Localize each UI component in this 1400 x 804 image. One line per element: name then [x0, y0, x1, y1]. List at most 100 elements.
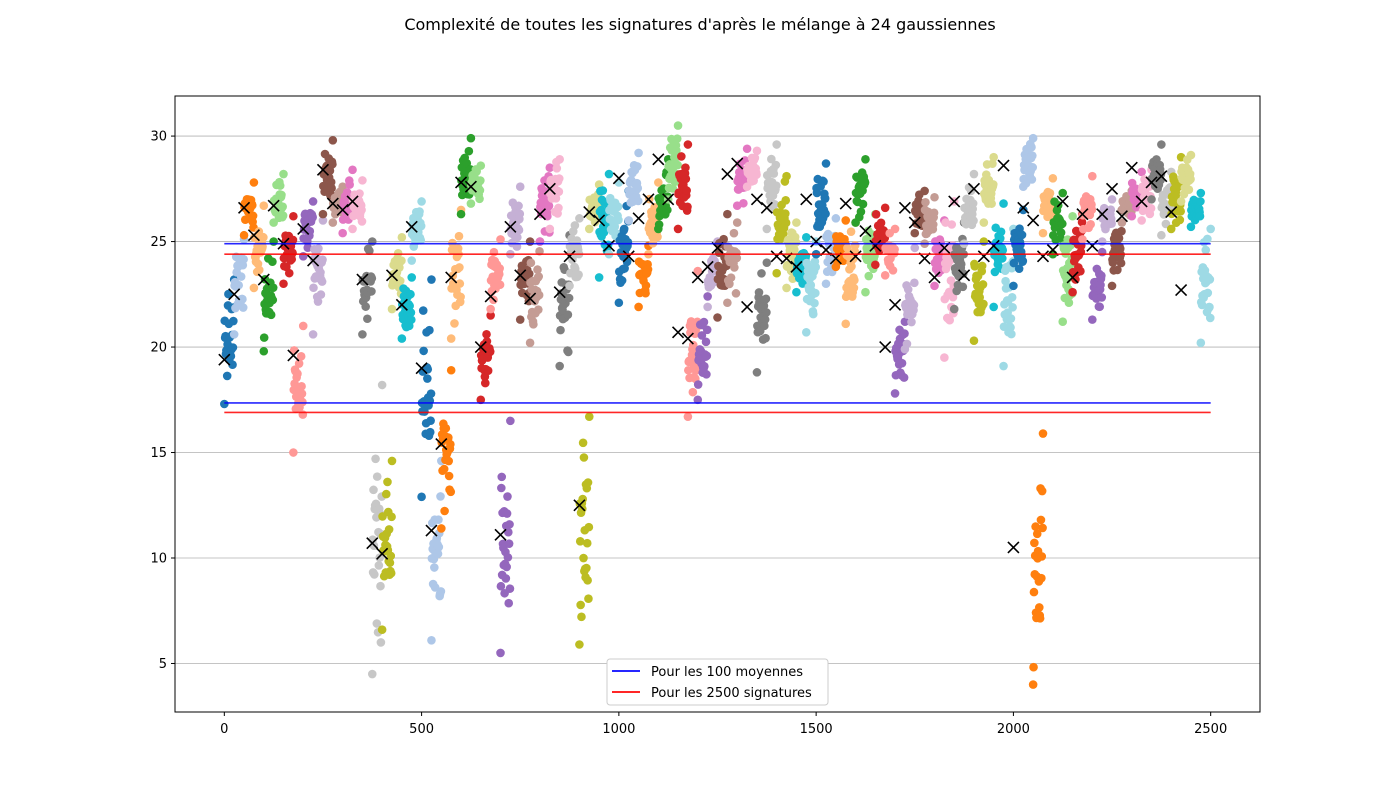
scatter-point — [821, 279, 831, 289]
scatter-point — [940, 353, 949, 362]
scatter-point — [1108, 258, 1118, 267]
scatter-point — [681, 174, 691, 184]
mean-marker — [1017, 201, 1030, 214]
scatter-point — [515, 209, 525, 219]
scatter-point — [731, 289, 741, 298]
mean-marker — [810, 235, 823, 248]
scatter-point — [1058, 188, 1068, 198]
scatter-point — [880, 271, 890, 280]
scatter-point — [702, 370, 711, 379]
scatter-point — [1058, 317, 1068, 327]
scatter-point — [1068, 287, 1077, 297]
scatter-point — [555, 154, 564, 164]
scatter-point — [564, 293, 574, 303]
mean-marker — [326, 197, 339, 210]
scatter-point — [1186, 222, 1196, 232]
mean-marker — [228, 288, 241, 301]
scatter-point — [466, 133, 476, 143]
y-tick-label: 10 — [150, 552, 167, 567]
scatter-point — [910, 278, 919, 288]
scatter-point — [688, 340, 698, 350]
scatter-point — [284, 268, 294, 278]
scatter-point — [1186, 174, 1195, 184]
scatter-point — [1037, 486, 1047, 496]
mean-marker — [543, 182, 556, 195]
scatter-point — [277, 190, 286, 200]
scatter-point — [328, 218, 338, 227]
scatter-point — [1001, 276, 1010, 286]
scatter-point — [503, 492, 512, 501]
scatter-point — [266, 310, 276, 320]
scatter-point — [575, 640, 584, 649]
mean-marker — [1165, 205, 1178, 219]
scatter-point — [247, 201, 257, 210]
scatter-point — [723, 209, 732, 219]
scatter-point — [544, 201, 554, 211]
scatter-point — [385, 558, 395, 568]
scatter-point — [633, 196, 643, 206]
mean-marker — [366, 537, 379, 550]
scatter-point — [436, 492, 445, 501]
scatter-point — [504, 539, 514, 548]
scatter-point — [348, 165, 357, 175]
scatter-point — [502, 509, 512, 518]
scatter-point — [1017, 230, 1027, 240]
scatter-point — [1201, 245, 1211, 255]
scatter-point — [1146, 204, 1156, 213]
mean-marker — [395, 298, 408, 311]
mean-marker — [494, 528, 507, 541]
scatter-point — [688, 387, 698, 397]
mean-marker — [987, 239, 1000, 252]
scatter-point — [248, 211, 258, 221]
mean-marker — [1066, 271, 1079, 284]
scatter-point — [1028, 133, 1038, 143]
scatter-point — [423, 374, 432, 383]
scatter-point — [897, 358, 907, 368]
scatter-point — [702, 351, 712, 361]
scatter-point — [575, 214, 584, 223]
scatter-point — [555, 361, 564, 371]
scatter-point — [1009, 281, 1018, 291]
scatter-point — [947, 220, 957, 229]
scatter-point — [1006, 323, 1015, 332]
scatter-point — [249, 283, 259, 293]
scatter-point — [427, 635, 436, 645]
scatter-point — [949, 304, 959, 314]
scatter-point — [653, 232, 662, 242]
scatter-point — [406, 289, 415, 299]
scatter-point — [719, 234, 728, 244]
scatter-point — [921, 197, 930, 207]
scatter-point — [856, 207, 866, 216]
scatter-point — [858, 199, 868, 209]
scatter-point — [654, 220, 664, 229]
scatter-point — [501, 574, 511, 583]
scatter-point — [801, 233, 811, 242]
mean-marker — [908, 216, 921, 229]
scatter-point — [554, 187, 564, 196]
scatter-point — [303, 243, 313, 253]
scatter-point — [614, 298, 624, 308]
scatter-point — [1056, 228, 1066, 237]
scatter-point — [930, 281, 939, 291]
scatter-point — [761, 333, 770, 343]
scatter-point — [249, 178, 259, 187]
scatter-point — [545, 224, 555, 234]
scatter-point — [610, 222, 620, 232]
scatter-point — [279, 169, 288, 179]
scatter-point — [762, 258, 772, 267]
scatter-point — [418, 306, 428, 315]
scatter-point — [437, 524, 446, 533]
scatter-point — [476, 176, 485, 185]
scatter-point — [475, 186, 485, 195]
scatter-point — [259, 346, 269, 356]
chart-title: Complexité de toutes les signatures d'ap… — [404, 15, 995, 34]
scatter-point — [387, 304, 397, 314]
mean-marker — [267, 199, 280, 212]
scatter-point — [643, 265, 653, 274]
scatter-point — [440, 506, 449, 516]
mean-marker — [237, 201, 251, 214]
mean-marker — [1076, 208, 1089, 221]
scatter-point — [1205, 275, 1215, 284]
scatter-point — [224, 289, 233, 299]
